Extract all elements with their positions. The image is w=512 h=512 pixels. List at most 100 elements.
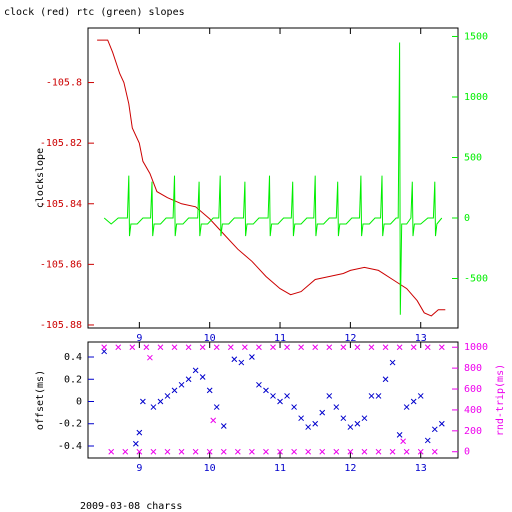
data-point — [389, 359, 396, 366]
y-tick-label: -105.84 — [40, 199, 82, 210]
data-point — [256, 381, 262, 388]
data-point — [129, 344, 136, 351]
y-tick-label: -105.8 — [46, 78, 82, 89]
data-point — [305, 448, 312, 455]
data-point — [192, 448, 199, 455]
plot-frame — [87, 27, 459, 329]
x-tick-label: 11 — [274, 463, 286, 474]
data-point — [164, 393, 171, 399]
data-point — [150, 448, 157, 455]
data-point — [438, 420, 445, 427]
data-point — [185, 376, 192, 383]
x-tick-label: 13 — [415, 463, 427, 474]
y2-tick-label: 0 — [464, 213, 470, 224]
data-point — [115, 344, 122, 351]
data-point — [249, 448, 255, 455]
data-point — [157, 398, 164, 405]
y-tick-label: -0.4 — [58, 441, 82, 452]
data-point — [319, 448, 326, 455]
data-point — [291, 448, 297, 455]
data-point — [403, 404, 410, 410]
data-point — [312, 344, 319, 351]
data-point — [101, 344, 108, 351]
data-point — [284, 344, 290, 351]
y-axis-label: clockslope — [35, 148, 46, 208]
data-point — [213, 404, 220, 410]
data-point — [291, 404, 297, 410]
y2-tick-label: -500 — [464, 274, 488, 285]
y2-tick-label: 500 — [464, 152, 482, 163]
data-point — [333, 448, 340, 455]
data-point — [270, 344, 276, 351]
y2-axis-label: rnd-trip(ms) — [495, 364, 506, 436]
data-point — [340, 415, 347, 422]
data-point — [150, 404, 157, 410]
data-point — [382, 344, 389, 351]
data-point — [140, 398, 146, 405]
data-point — [375, 393, 382, 399]
data-point — [263, 387, 269, 394]
y2-tick-label: 800 — [464, 363, 482, 374]
y-tick-label: -105.82 — [40, 138, 82, 149]
y2-tick-label: 200 — [464, 426, 482, 437]
data-point — [136, 429, 143, 436]
data-point — [171, 387, 178, 394]
data-point — [319, 409, 326, 416]
data-point — [431, 426, 438, 433]
data-point — [192, 367, 199, 374]
data-point — [143, 344, 150, 351]
data-point — [326, 344, 333, 351]
y-tick-label: 0 — [76, 397, 82, 408]
data-point — [400, 438, 406, 445]
data-point — [220, 448, 227, 455]
data-point — [199, 374, 206, 380]
y2-tick-label: 1500 — [464, 31, 488, 42]
data-point — [270, 393, 276, 399]
data-point — [199, 344, 206, 351]
data-point — [157, 344, 164, 351]
data-point — [396, 432, 403, 438]
data-point — [178, 448, 185, 455]
y-tick-label: -105.88 — [40, 320, 82, 331]
data-point — [312, 420, 319, 427]
data-point — [213, 344, 220, 351]
data-point — [242, 344, 248, 351]
data-point — [108, 448, 115, 455]
data-point — [389, 448, 396, 455]
data-point — [305, 424, 312, 430]
data-point — [382, 376, 389, 383]
data-point — [361, 448, 368, 455]
data-point — [277, 448, 283, 455]
x-tick-label: 11 — [274, 333, 286, 344]
data-point — [171, 344, 178, 351]
data-point — [417, 448, 424, 455]
data-point — [326, 393, 333, 399]
data-point — [354, 420, 361, 427]
data-point — [231, 356, 238, 363]
data-point — [132, 440, 139, 447]
y2-tick-label: 400 — [464, 405, 482, 416]
data-point — [298, 344, 304, 351]
data-point — [206, 387, 213, 394]
x-tick-label: 12 — [344, 333, 356, 344]
y-tick-label: -0.2 — [58, 419, 82, 430]
x-tick-label: 12 — [344, 463, 356, 474]
data-point — [220, 423, 227, 429]
data-point — [136, 448, 143, 455]
data-point — [249, 354, 255, 360]
data-point — [333, 404, 340, 410]
x-tick-label: 10 — [204, 463, 216, 474]
y-axis-label: offset(ms) — [35, 370, 46, 430]
caption: 2009-03-08 charss — [80, 501, 182, 512]
data-point — [354, 344, 361, 351]
data-point — [396, 344, 403, 351]
data-line — [103, 42, 443, 315]
data-point — [185, 344, 192, 351]
plot-frame — [87, 341, 459, 459]
data-point — [210, 417, 217, 424]
data-line — [97, 39, 446, 317]
data-point — [410, 398, 417, 405]
x-tick-label: 9 — [136, 463, 142, 474]
chart-title: clock (red) rtc (green) slopes — [4, 7, 185, 18]
